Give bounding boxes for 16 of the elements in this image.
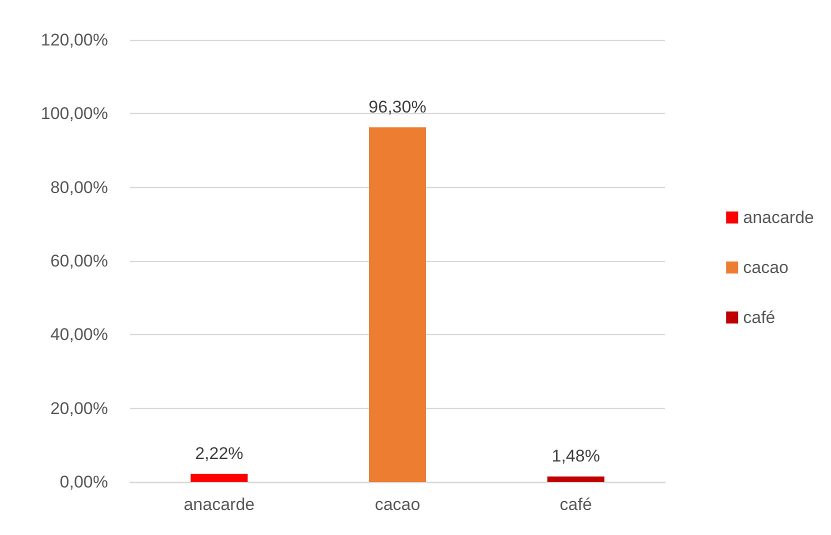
- legend-label: café: [743, 308, 776, 327]
- y-tick-label: 60,00%: [50, 252, 108, 270]
- y-tick-label: 80,00%: [50, 178, 108, 197]
- x-tick-label: café: [560, 495, 592, 514]
- x-tick-label: anacarde: [184, 495, 255, 514]
- y-tick-label: 120,00%: [40, 30, 108, 50]
- y-tick-label: 0,00%: [60, 472, 108, 492]
- x-tick-label: cacao: [374, 495, 420, 514]
- y-tick-label: 40,00%: [50, 325, 108, 344]
- legend-label: anacarde: [743, 208, 814, 227]
- data-label: 2,22%: [195, 444, 244, 463]
- y-tick-label: 20,00%: [50, 398, 108, 418]
- data-label: 96,30%: [368, 97, 426, 116]
- y-tick-label: 100,00%: [40, 104, 108, 124]
- data-label: 1,48%: [552, 446, 600, 466]
- legend-label: cacao: [743, 258, 788, 277]
